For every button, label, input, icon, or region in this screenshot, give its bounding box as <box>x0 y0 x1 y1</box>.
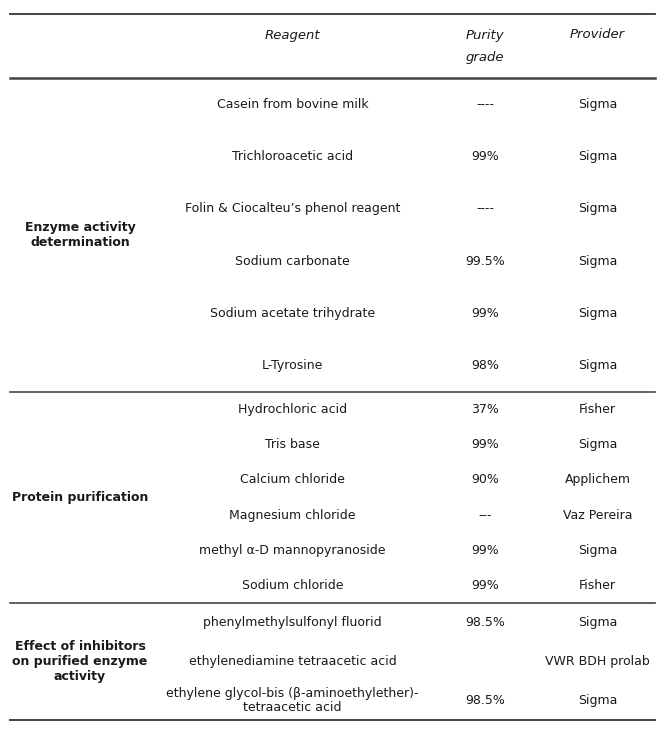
Text: Sodium carbonate: Sodium carbonate <box>235 254 350 268</box>
Text: ----: ---- <box>476 202 494 216</box>
Text: 99%: 99% <box>471 439 499 451</box>
Text: ethylenediamine tetraacetic acid: ethylenediamine tetraacetic acid <box>189 655 396 668</box>
Text: Sigma: Sigma <box>578 439 617 451</box>
Text: ethylene glycol-bis (β-aminoethylether)-: ethylene glycol-bis (β-aminoethylether)- <box>166 687 419 700</box>
Text: Sodium chloride: Sodium chloride <box>242 579 343 592</box>
Text: 99%: 99% <box>471 307 499 320</box>
Text: Reagent: Reagent <box>265 29 321 42</box>
Text: Sigma: Sigma <box>578 544 617 557</box>
Text: Enzyme activity
determination: Enzyme activity determination <box>25 221 136 249</box>
Text: 98.5%: 98.5% <box>465 694 505 707</box>
Text: Hydrochloric acid: Hydrochloric acid <box>238 403 347 416</box>
Text: 99%: 99% <box>471 544 499 557</box>
Text: 98.5%: 98.5% <box>465 616 505 629</box>
Text: Provider: Provider <box>570 29 625 42</box>
Text: Fisher: Fisher <box>579 579 616 592</box>
Text: L-Tyrosine: L-Tyrosine <box>262 360 323 372</box>
Text: Sigma: Sigma <box>578 202 617 216</box>
Text: Sodium acetate trihydrate: Sodium acetate trihydrate <box>210 307 375 320</box>
Text: Tris base: Tris base <box>265 439 320 451</box>
Text: Sigma: Sigma <box>578 98 617 110</box>
Text: 99%: 99% <box>471 150 499 163</box>
Text: ----: ---- <box>476 98 494 110</box>
Text: tetraacetic acid: tetraacetic acid <box>243 701 342 713</box>
Text: Casein from bovine milk: Casein from bovine milk <box>217 98 368 110</box>
Text: Folin & Ciocalteu’s phenol reagent: Folin & Ciocalteu’s phenol reagent <box>185 202 400 216</box>
Text: Sigma: Sigma <box>578 307 617 320</box>
Text: methyl α-D mannopyranoside: methyl α-D mannopyranoside <box>200 544 386 557</box>
Text: Purity: Purity <box>465 29 504 42</box>
Text: 99%: 99% <box>471 579 499 592</box>
Text: Magnesium chloride: Magnesium chloride <box>229 509 356 522</box>
Text: 98%: 98% <box>471 360 499 372</box>
Text: Sigma: Sigma <box>578 694 617 707</box>
Text: Sigma: Sigma <box>578 150 617 163</box>
Text: 99.5%: 99.5% <box>465 254 505 268</box>
Text: Sigma: Sigma <box>578 616 617 629</box>
Text: VWR BDH prolab: VWR BDH prolab <box>545 655 650 668</box>
Text: Sigma: Sigma <box>578 254 617 268</box>
Text: ---: --- <box>478 509 491 522</box>
Text: 90%: 90% <box>471 474 499 486</box>
Text: Trichloroacetic acid: Trichloroacetic acid <box>232 150 353 163</box>
Text: 37%: 37% <box>471 403 499 416</box>
Text: Calcium chloride: Calcium chloride <box>240 474 345 486</box>
Text: grade: grade <box>465 51 504 64</box>
Text: Effect of inhibitors
on purified enzyme
activity: Effect of inhibitors on purified enzyme … <box>13 640 148 683</box>
Text: phenylmethylsulfonyl fluorid: phenylmethylsulfonyl fluorid <box>203 616 382 629</box>
Text: Fisher: Fisher <box>579 403 616 416</box>
Text: Protein purification: Protein purification <box>12 491 148 504</box>
Text: Sigma: Sigma <box>578 360 617 372</box>
Text: Vaz Pereira: Vaz Pereira <box>563 509 632 522</box>
Text: Applichem: Applichem <box>565 474 630 486</box>
